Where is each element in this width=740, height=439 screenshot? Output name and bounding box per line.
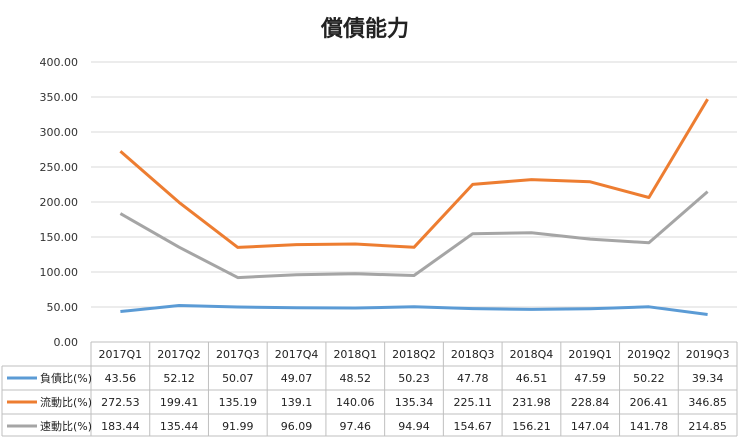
data-cell: 91.99 (222, 420, 254, 433)
data-cell: 231.98 (512, 396, 551, 409)
data-cell: 97.46 (340, 420, 372, 433)
x-tick-label: 2018Q2 (392, 348, 436, 361)
data-table: 2017Q1 2017Q2 2017Q3 2017Q4 2018Q1 2018Q2 2018… (1, 341, 738, 437)
x-tick-label: 2017Q1 (99, 348, 143, 361)
data-cell: 50.07 (222, 372, 254, 385)
legend-label: 負債比(%) (40, 371, 92, 385)
data-cell: 156.21 (512, 420, 551, 433)
data-cell: 39.34 (692, 372, 724, 385)
y-tick-label: 400.00 (40, 56, 79, 69)
chart-title: 償債能力 (320, 16, 409, 42)
y-tick-label: 50.00 (47, 301, 79, 314)
data-cell: 48.52 (340, 372, 372, 385)
y-tick-label: 0.00 (54, 336, 79, 349)
y-tick-label: 350.00 (40, 91, 79, 104)
data-cell: 199.41 (160, 396, 199, 409)
data-cell: 140.06 (336, 396, 375, 409)
data-cell: 47.78 (457, 372, 489, 385)
data-cell: 94.94 (398, 420, 430, 433)
x-tick-label: 2018Q3 (451, 348, 495, 361)
y-tick-label: 100.00 (40, 266, 79, 279)
data-cell: 43.56 (105, 372, 137, 385)
y-tick-label: 150.00 (40, 231, 79, 244)
data-cell: 228.84 (571, 396, 610, 409)
x-tick-label: 2017Q3 (216, 348, 260, 361)
x-tick-label: 2019Q2 (627, 348, 671, 361)
data-cell: 47.59 (574, 372, 606, 385)
data-cell: 135.19 (219, 396, 258, 409)
data-cell: 154.67 (453, 420, 492, 433)
data-cell: 50.23 (398, 372, 430, 385)
x-tick-label: 2019Q3 (686, 348, 730, 361)
data-cell: 135.34 (395, 396, 434, 409)
y-tick-label: 300.00 (40, 126, 79, 139)
data-cell: 135.44 (160, 420, 199, 433)
data-cell: 52.12 (163, 372, 195, 385)
gridlines (91, 61, 737, 308)
x-tick-label: 2018Q1 (333, 348, 377, 361)
series-line-2 (119, 190, 709, 280)
legend-label: 速動比(%) (40, 419, 92, 433)
data-cell: 50.22 (633, 372, 665, 385)
data-cell: 183.44 (101, 420, 140, 433)
series-lines (119, 98, 709, 316)
y-tick-label: 200.00 (40, 196, 79, 209)
data-cell: 139.1 (281, 396, 313, 409)
y-axis-ticks: 0.00 50.00 100.00 150.00 200.00 250.00 300.00 3… (40, 56, 79, 349)
data-cell: 214.85 (688, 420, 727, 433)
data-cell: 46.51 (516, 372, 548, 385)
data-cell: 225.11 (453, 396, 492, 409)
series-line-0 (120, 304, 708, 316)
x-tick-label: 2019Q1 (568, 348, 612, 361)
data-cell: 141.78 (630, 420, 669, 433)
data-cell: 346.85 (688, 396, 727, 409)
series-line-1 (119, 98, 709, 249)
x-tick-label: 2018Q4 (510, 348, 554, 361)
data-cell: 272.53 (101, 396, 140, 409)
data-cell: 147.04 (571, 420, 610, 433)
data-cell: 49.07 (281, 372, 313, 385)
x-tick-label: 2017Q2 (157, 348, 201, 361)
x-tick-label: 2017Q4 (275, 348, 319, 361)
y-tick-label: 250.00 (40, 161, 79, 174)
data-cell: 206.41 (630, 396, 669, 409)
legend-label: 流動比(%) (40, 395, 92, 409)
data-cell: 96.09 (281, 420, 313, 433)
